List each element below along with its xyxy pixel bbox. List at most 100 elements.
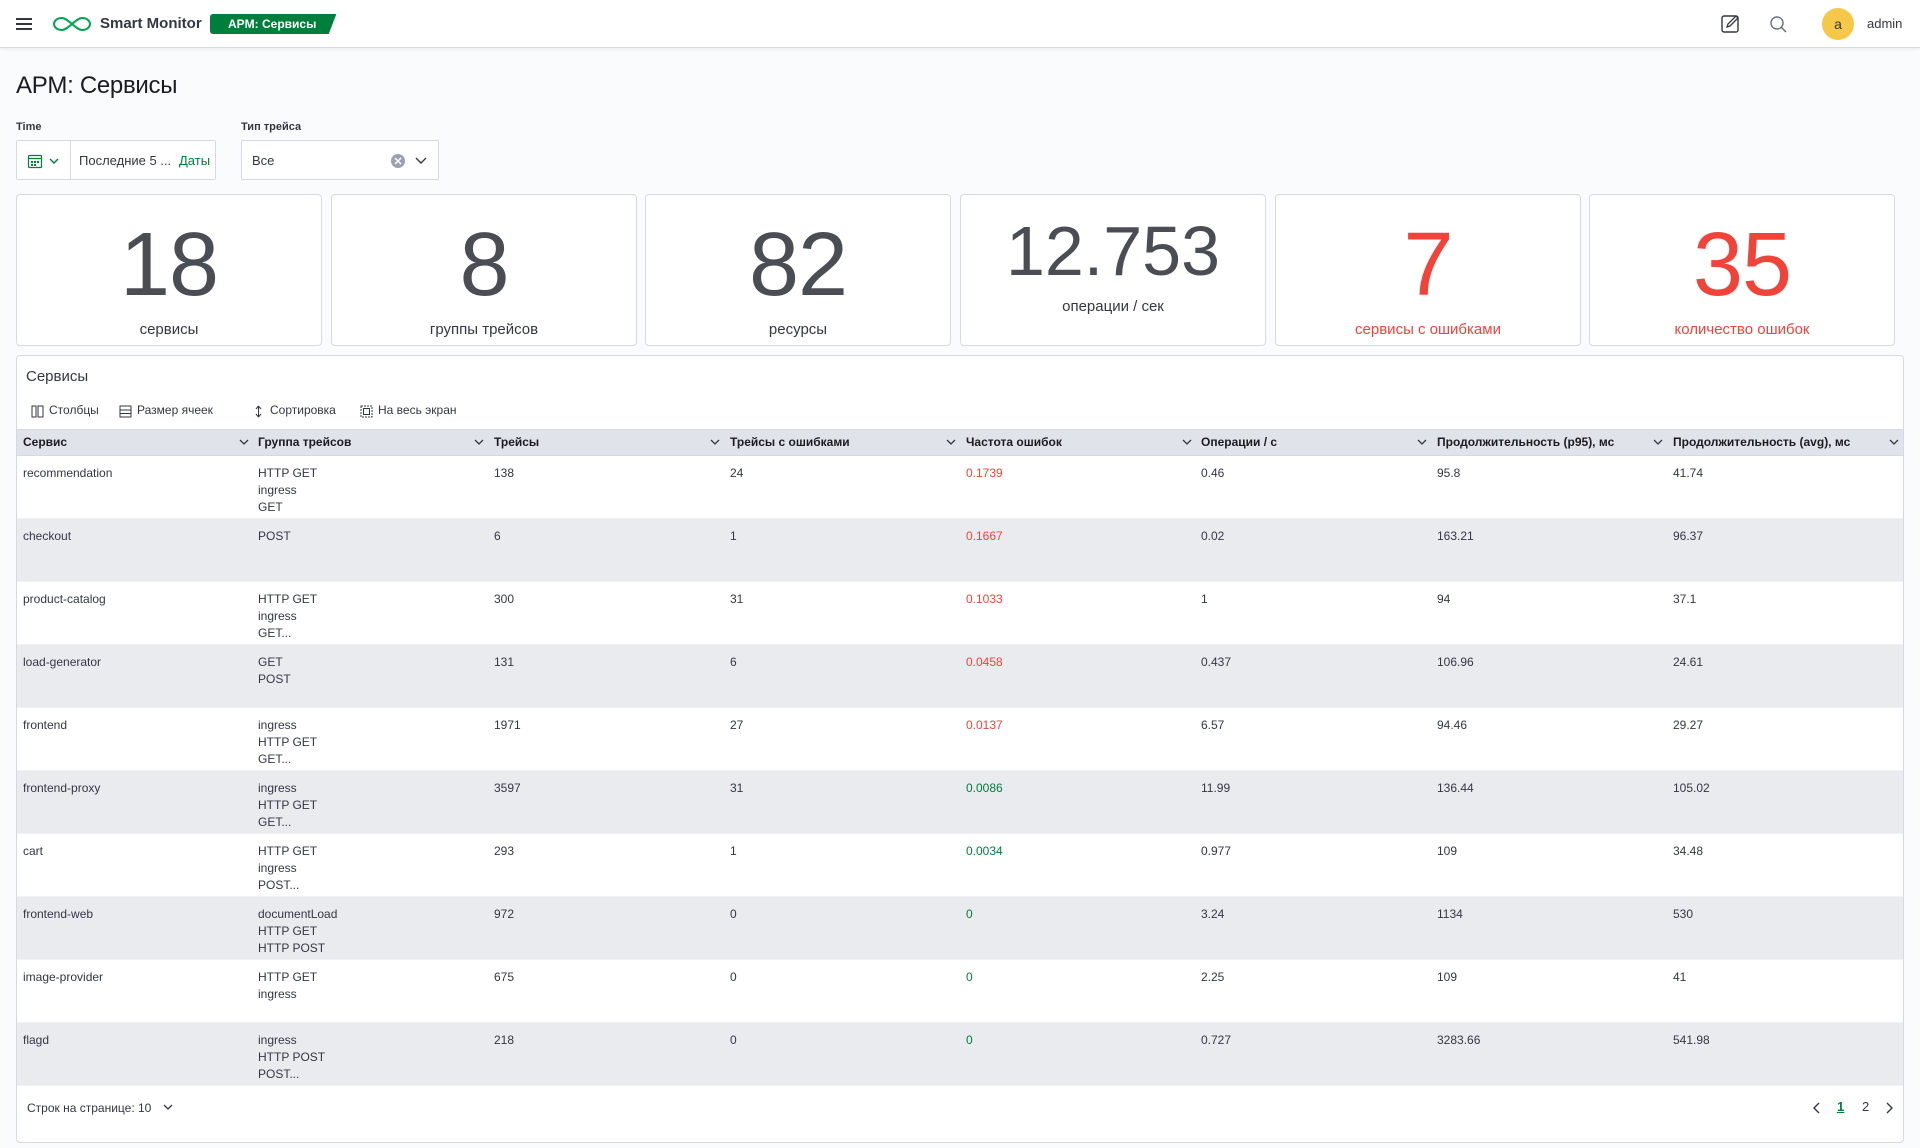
panel-title: Сервисы bbox=[26, 368, 89, 385]
column-header[interactable]: Частота ошибок bbox=[966, 430, 1196, 455]
err-traces-cell: 0 bbox=[730, 907, 737, 921]
trace-group: HTTP GET bbox=[258, 970, 318, 984]
column-header[interactable]: Сервис bbox=[23, 430, 253, 455]
column-header-label: Операции / с bbox=[1201, 435, 1278, 449]
avg-cell: 34.48 bbox=[1673, 844, 1704, 858]
chevron-down-icon bbox=[474, 439, 484, 445]
column-header[interactable]: Трейсы bbox=[494, 430, 724, 455]
services-table-panel: Сервисы Столбцы Размер ячеек Сортировка … bbox=[16, 355, 1904, 1143]
page-1-link[interactable]: 1 bbox=[1837, 1099, 1845, 1114]
p95-cell: 1134 bbox=[1437, 907, 1463, 921]
table-row[interactable]: frontend-proxy ingress HTTP GET GET... 3597 3… bbox=[17, 771, 1903, 834]
rows-per-page-select[interactable]: Строк на странице: 10 bbox=[27, 1101, 173, 1115]
service-cell[interactable]: cart bbox=[23, 844, 44, 858]
service-cell[interactable]: load-generator bbox=[23, 655, 102, 669]
err-rate-cell: 0.0458 bbox=[966, 655, 1003, 669]
table-row[interactable]: frontend-web documentLoad HTTP GET HTTP POS… bbox=[17, 897, 1903, 960]
clear-icon[interactable] bbox=[390, 153, 406, 169]
service-cell[interactable]: recommendation bbox=[23, 466, 113, 480]
trace-group: ingress bbox=[258, 1033, 297, 1047]
trace-group: ingress bbox=[258, 609, 297, 623]
table-row[interactable]: image-provider HTTP GET ingress 675 0 0 2.25 10… bbox=[17, 960, 1903, 1023]
err-rate-cell: 0.1667 bbox=[966, 529, 1003, 543]
err-traces-cell: 27 bbox=[730, 718, 744, 732]
service-cell[interactable]: flagd bbox=[23, 1033, 50, 1047]
ops-cell: 0.46 bbox=[1201, 466, 1225, 480]
ops-cell: 0.727 bbox=[1201, 1033, 1232, 1047]
p95-cell: 3283.66 bbox=[1437, 1033, 1481, 1047]
sort-icon bbox=[255, 405, 262, 418]
chevron-down-icon bbox=[1889, 439, 1899, 445]
trace-groups-cell: HTTP GET ingress POST... bbox=[258, 843, 317, 894]
traces-cell: 293 bbox=[494, 844, 515, 858]
ops-cell: 3.24 bbox=[1201, 907, 1225, 921]
chevron-down-icon bbox=[710, 439, 720, 445]
err-traces-cell: 1 bbox=[730, 529, 737, 543]
trace-groups-cell: POST bbox=[258, 528, 291, 545]
traces-cell: 131 bbox=[494, 655, 515, 669]
dates-link[interactable]: Даты bbox=[179, 153, 211, 168]
infinity-logo-icon bbox=[52, 16, 92, 32]
table-row[interactable]: load-generator GET POST 131 6 0.0458 0.437 106.… bbox=[17, 645, 1903, 708]
time-picker: Последние 5 ... Даты bbox=[16, 140, 216, 180]
time-range-value[interactable]: Последние 5 ... bbox=[79, 153, 172, 168]
column-header-label: Группа трейсов bbox=[258, 435, 352, 449]
trace-group: GET bbox=[258, 655, 283, 669]
previous-page-icon[interactable] bbox=[1812, 1101, 1822, 1115]
column-header[interactable]: Операции / с bbox=[1201, 430, 1431, 455]
page-title: APM: Сервисы bbox=[16, 72, 178, 99]
column-header[interactable]: Группа трейсов bbox=[258, 430, 488, 455]
page-2-link[interactable]: 2 bbox=[1862, 1099, 1870, 1114]
trace-groups-cell: ingress HTTP GET GET... bbox=[258, 780, 317, 831]
service-cell[interactable]: image-provider bbox=[23, 970, 104, 984]
column-header-label: Продолжительность (p95), мс bbox=[1437, 435, 1615, 449]
err-traces-cell: 31 bbox=[730, 592, 744, 606]
column-header[interactable]: Продолжительность (p95), мс bbox=[1437, 430, 1667, 455]
trace-group: POST bbox=[258, 529, 291, 543]
trace-group: POST bbox=[258, 672, 291, 686]
hamburger-menu-icon[interactable] bbox=[12, 12, 36, 36]
err-rate-cell: 0.1739 bbox=[966, 466, 1003, 480]
err-rate-cell: 0 bbox=[966, 907, 973, 921]
err-rate-cell: 0 bbox=[966, 970, 973, 984]
cell-size-label: Размер ячеек bbox=[137, 403, 213, 417]
username-label[interactable]: admin bbox=[1867, 16, 1903, 31]
traces-cell: 972 bbox=[494, 907, 515, 921]
stat-value: 82 bbox=[748, 215, 848, 315]
chevron-down-icon bbox=[1653, 439, 1663, 445]
app-brand-name[interactable]: Smart Monitor bbox=[100, 15, 202, 32]
trace-group: ingress bbox=[258, 483, 297, 497]
chevron-down-icon bbox=[1417, 439, 1427, 445]
column-header[interactable]: Продолжительность (avg), мс bbox=[1673, 430, 1903, 455]
p95-cell: 94.46 bbox=[1437, 718, 1468, 732]
err-rate-cell: 0 bbox=[966, 1033, 973, 1047]
chevron-down-icon bbox=[49, 158, 59, 164]
trace-group: documentLoad bbox=[258, 907, 338, 921]
column-header[interactable]: Трейсы с ошибками bbox=[730, 430, 960, 455]
table-row[interactable]: checkout POST 6 1 0.1667 0.02 163.21 96.37 bbox=[17, 519, 1903, 582]
chevron-down-icon bbox=[163, 1104, 173, 1110]
trace-type-select[interactable]: Все bbox=[241, 140, 439, 180]
trace-group: GET... bbox=[258, 815, 292, 829]
table-row[interactable]: frontend ingress HTTP GET GET... 1971 27 0.013… bbox=[17, 708, 1903, 771]
err-traces-cell: 24 bbox=[730, 466, 744, 480]
stat-card-ops-per-sec: 12.753 операции / сек bbox=[960, 194, 1266, 346]
top-navigation-bar: Smart Monitor APM: Сервисы a admin bbox=[0, 0, 1920, 48]
table-row[interactable]: cart HTTP GET ingress POST... 293 1 0.0034 0.97… bbox=[17, 834, 1903, 897]
next-page-icon[interactable] bbox=[1884, 1101, 1894, 1115]
user-avatar[interactable]: a bbox=[1822, 8, 1854, 40]
search-icon[interactable] bbox=[1766, 12, 1790, 36]
edit-note-icon[interactable] bbox=[1719, 12, 1743, 36]
service-cell[interactable]: checkout bbox=[23, 529, 72, 543]
service-cell[interactable]: frontend-proxy bbox=[23, 781, 101, 795]
trace-group: HTTP GET bbox=[258, 466, 318, 480]
quick-select-button[interactable] bbox=[17, 141, 71, 179]
chevron-down-icon bbox=[1182, 439, 1192, 445]
table-row[interactable]: recommendation HTTP GET ingress GET 138 24 0.1… bbox=[17, 456, 1903, 519]
service-cell[interactable]: frontend bbox=[23, 718, 68, 732]
table-row[interactable]: flagd ingress HTTP POST POST... 218 0 0 0.727 32… bbox=[17, 1023, 1903, 1086]
stat-label: ресурсы bbox=[768, 321, 828, 338]
service-cell[interactable]: frontend-web bbox=[23, 907, 94, 921]
table-row[interactable]: product-catalog HTTP GET ingress GET... 300 3… bbox=[17, 582, 1903, 645]
service-cell[interactable]: product-catalog bbox=[23, 592, 106, 606]
